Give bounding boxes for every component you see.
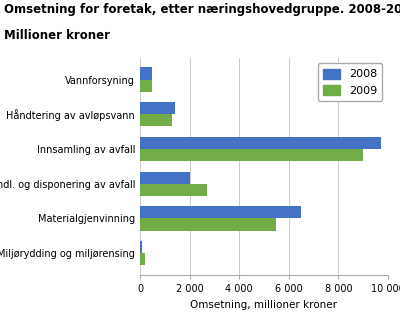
Bar (140, 219, 276, 231)
Bar (140, 114, 172, 126)
Bar (140, 172, 190, 184)
Legend: 2008, 2009: 2008, 2009 (318, 63, 382, 101)
Text: Omsetning for foretak, etter næringshovedgruppe. 2008-2009.: Omsetning for foretak, etter næringshove… (4, 3, 400, 16)
Bar (140, 241, 142, 253)
Bar (140, 68, 152, 80)
Bar (140, 206, 301, 219)
Text: Millioner kroner: Millioner kroner (4, 29, 110, 42)
X-axis label: Omsetning, millioner kroner: Omsetning, millioner kroner (190, 300, 338, 310)
Bar (140, 137, 380, 149)
Bar (140, 80, 152, 92)
Bar (140, 253, 145, 265)
Bar (140, 149, 363, 161)
Bar (140, 184, 207, 196)
Bar (140, 102, 175, 114)
